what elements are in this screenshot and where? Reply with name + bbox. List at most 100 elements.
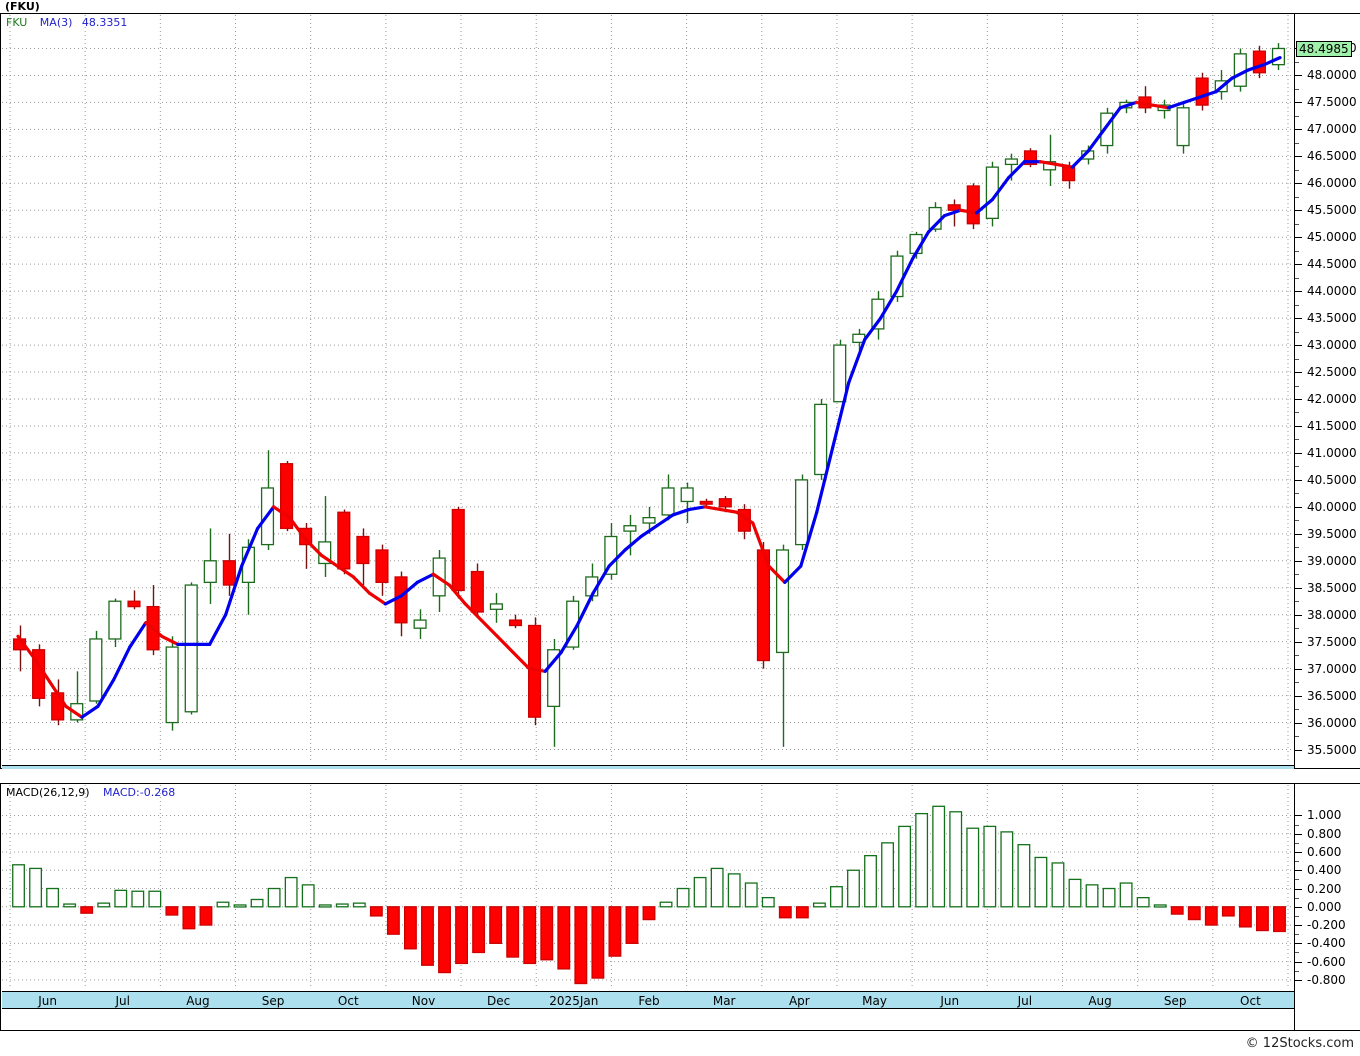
- y-minor-tick: [1295, 439, 1299, 441]
- y-minor-tick: [1295, 412, 1299, 414]
- y-minor-tick: [1295, 952, 1299, 954]
- y-axis-label: 0.400: [1307, 863, 1342, 878]
- x-axis-month-label: Feb: [638, 994, 660, 1008]
- y-minor-tick: [1295, 824, 1299, 826]
- y-minor-tick: [1295, 628, 1299, 630]
- y-tick: [1295, 851, 1302, 853]
- y-axis-label: 37.0000: [1307, 661, 1357, 676]
- y-axis-label: 40.5000: [1307, 472, 1357, 487]
- y-minor-tick: [1295, 385, 1299, 387]
- price-panel: FKU MA(3) 48.3351 Jun Jul Aug Sep Oct Nov Dec 2…: [0, 13, 1360, 769]
- x-axis-month-label: Aug: [1088, 994, 1112, 1008]
- y-minor-tick: [1295, 970, 1299, 972]
- y-axis-label: 38.5000: [1307, 580, 1357, 595]
- y-tick: [1295, 587, 1302, 589]
- y-minor-tick: [1295, 842, 1299, 844]
- y-minor-tick: [1295, 934, 1299, 936]
- legend-macd-label: MACD(26,12,9): [6, 786, 90, 799]
- price-x-axis-band: Jun Jul Aug Sep Oct Nov Dec 2025Jan Feb Mar Apr May…: [2, 765, 1294, 769]
- y-axis-label: -0.400: [1307, 936, 1346, 951]
- x-axis-month-label: Jun: [38, 768, 57, 769]
- y-tick: [1295, 237, 1302, 239]
- y-axis-label: 43.0000: [1307, 338, 1357, 353]
- x-axis-month-label: Nov: [411, 994, 436, 1008]
- y-tick: [1295, 749, 1302, 751]
- y-minor-tick: [1295, 331, 1299, 333]
- y-tick: [1295, 815, 1302, 817]
- y-minor-tick: [1295, 223, 1299, 225]
- price-candles-svg: [2, 15, 1294, 763]
- legend-macd-value: MACD:-0.268: [103, 786, 176, 799]
- page-title: (FKU): [5, 0, 40, 13]
- price-legend: FKU MA(3) 48.3351: [6, 16, 127, 29]
- y-tick: [1295, 560, 1302, 562]
- y-minor-tick: [1295, 601, 1299, 603]
- y-axis-label: 1.000: [1307, 808, 1342, 823]
- legend-ma-value: 48.3351: [81, 16, 128, 29]
- x-axis-month-label: Apr: [788, 994, 810, 1008]
- y-axis-label: -0.600: [1307, 954, 1346, 969]
- current-price-tag: 48.4985: [1296, 40, 1352, 57]
- y-axis-label: -0.200: [1307, 918, 1346, 933]
- x-axis-month-label: Mar: [713, 768, 736, 769]
- x-axis-month-label: Sep: [262, 768, 285, 769]
- y-axis-label: 46.0000: [1307, 176, 1357, 191]
- x-axis-month-label: May: [862, 994, 887, 1008]
- macd-panel: MACD(26,12,9) MACD:-0.268 Jun Jul Aug Sep Oc…: [0, 783, 1360, 1031]
- y-tick: [1295, 943, 1302, 945]
- y-axis-label: 44.5000: [1307, 257, 1357, 272]
- y-axis-label: 0.200: [1307, 881, 1342, 896]
- y-tick: [1295, 264, 1302, 266]
- copyright-footer: © 12Stocks.com: [1245, 1036, 1354, 1051]
- y-tick: [1295, 614, 1302, 616]
- x-axis-month-label: Mar: [712, 994, 736, 1008]
- y-tick: [1295, 372, 1302, 374]
- x-axis-month-label: Apr: [789, 768, 810, 769]
- macd-plot-area[interactable]: Jun Jul Aug Sep Oct Nov Dec 2025Jan Feb Mar Apr May…: [2, 785, 1294, 1009]
- x-axis-month-label: May: [862, 768, 887, 769]
- y-tick: [1295, 399, 1302, 400]
- y-minor-tick: [1295, 574, 1299, 576]
- x-axis-month-label: Dec: [487, 994, 511, 1008]
- y-tick: [1295, 506, 1302, 508]
- macd-x-axis-band: Jun Jul Aug Sep Oct Nov Dec 2025Jan Feb Mar Apr May…: [2, 991, 1294, 1009]
- x-axis-month-label: Jul: [1017, 994, 1033, 1008]
- x-axis-month-label: Oct: [337, 994, 359, 1008]
- y-minor-tick: [1295, 547, 1299, 549]
- x-axis-month-label: Jul: [116, 768, 130, 769]
- x-axis-month-label: Sep: [1164, 768, 1187, 769]
- y-axis-label: 39.5000: [1307, 526, 1357, 541]
- y-axis-label: 42.5000: [1307, 365, 1357, 380]
- y-axis-label: 0.600: [1307, 844, 1342, 859]
- y-tick: [1295, 668, 1302, 670]
- y-axis-label: 45.5000: [1307, 203, 1357, 218]
- macd-legend: MACD(26,12,9) MACD:-0.268: [6, 786, 175, 799]
- x-axis-month-label: Jul: [1018, 768, 1032, 769]
- x-axis-month-label: Oct: [338, 768, 359, 769]
- y-axis-label: 42.0000: [1307, 392, 1357, 406]
- y-axis-label: 38.0000: [1307, 607, 1357, 622]
- x-axis-month-label: Nov: [412, 768, 435, 769]
- y-axis-label: 43.5000: [1307, 311, 1357, 326]
- y-minor-tick: [1295, 897, 1299, 899]
- y-axis-label: 47.5000: [1307, 95, 1357, 110]
- x-axis-month-label: 2025Jan: [549, 768, 598, 769]
- y-minor-tick: [1295, 915, 1299, 917]
- y-axis-label: 40.0000: [1307, 499, 1357, 514]
- y-axis-label: 44.0000: [1307, 284, 1357, 299]
- x-axis-month-label: Jun: [38, 994, 57, 1008]
- y-axis-label: 0.800: [1307, 826, 1342, 841]
- macd-y-axis: 1.000 0.800 0.600 0.400 0.200 0.000 -0.200 -0.4…: [1294, 784, 1360, 1030]
- macd-bars-svg: [2, 785, 1294, 989]
- y-tick: [1295, 425, 1302, 427]
- y-minor-tick: [1295, 493, 1299, 495]
- y-tick: [1295, 291, 1302, 293]
- price-plot-area[interactable]: Jun Jul Aug Sep Oct Nov Dec 2025Jan Feb Mar Apr May…: [2, 15, 1294, 769]
- y-tick: [1295, 479, 1302, 481]
- y-minor-tick: [1295, 169, 1299, 171]
- y-axis-label: 35.5000: [1307, 742, 1357, 757]
- y-tick: [1295, 641, 1302, 643]
- x-axis-month-label: Sep: [261, 994, 285, 1008]
- x-axis-month-label: Sep: [1163, 994, 1187, 1008]
- x-axis-month-label: Jun: [940, 768, 959, 769]
